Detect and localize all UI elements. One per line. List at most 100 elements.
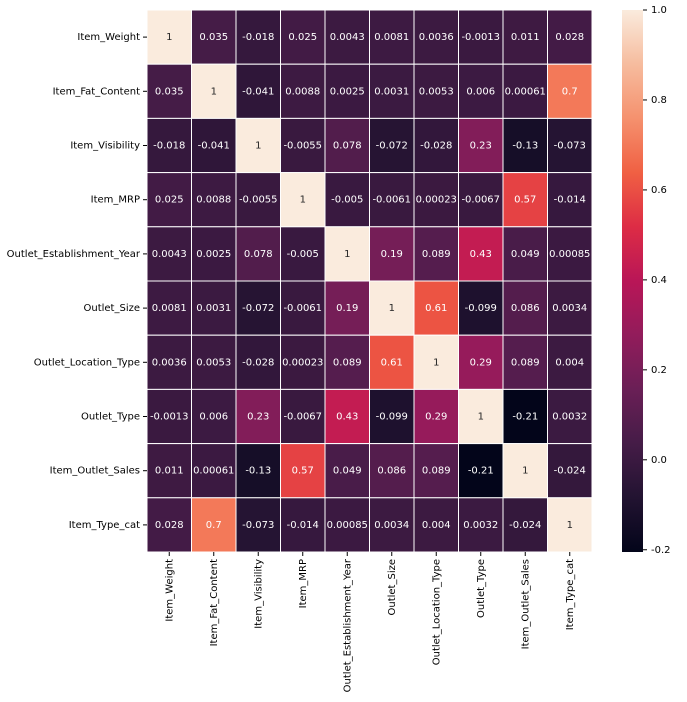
x-tick-label: Outlet_Size (387, 559, 398, 616)
cell-label: 0.035 (155, 86, 184, 97)
cell-label: -0.073 (554, 141, 586, 152)
heatmap-cell (191, 63, 237, 119)
cell-label: -0.21 (468, 466, 494, 477)
heatmap-cell (235, 388, 281, 445)
heatmap-cell (547, 226, 593, 282)
cell-label: 0.29 (470, 357, 492, 368)
cell-label: 1 (567, 520, 573, 531)
x-tick-label: Item_Weight (164, 559, 175, 622)
cell-label: 0.00023 (282, 357, 323, 368)
cell-label: 0.00085 (327, 520, 368, 531)
heatmap-cell (191, 226, 237, 282)
colorbar-tick-label: 0.4 (651, 275, 667, 286)
heatmap-cell (146, 117, 192, 174)
cell-label: 0.0034 (552, 303, 587, 314)
cell-label: 0.025 (155, 195, 184, 206)
heatmap-cell (502, 334, 548, 390)
heatmap-cell (413, 497, 459, 553)
cell-label: 0.0043 (330, 32, 365, 43)
heatmap-cell (280, 443, 326, 499)
heatmap-cell (458, 63, 504, 119)
cell-label: -0.21 (512, 412, 538, 423)
x-tick-label: Item_MRP (298, 559, 309, 608)
cell-label: -0.005 (331, 195, 363, 206)
heatmap-cell (235, 9, 281, 65)
cell-label: -0.014 (287, 520, 319, 531)
x-tick-label: Item_Visibility (253, 559, 264, 629)
heatmap-cell (458, 443, 504, 499)
colorbar-tick-label: 0.6 (651, 185, 667, 196)
cell-label: 0.086 (377, 466, 406, 477)
colorbar (622, 10, 643, 552)
cell-label: 0.43 (336, 412, 358, 423)
cell-label: 0.0036 (152, 357, 187, 368)
cell-label: 0.049 (511, 249, 540, 260)
cell-label: -0.0055 (283, 141, 322, 152)
cell-label: 1 (433, 357, 439, 368)
x-tick-label: Outlet_Type (476, 559, 487, 618)
heatmap-cell (502, 280, 548, 336)
cell-label: -0.0067 (461, 195, 500, 206)
heatmap-cell (547, 9, 593, 65)
y-tick-label: Item_Weight (77, 32, 140, 43)
cell-label: -0.0013 (150, 412, 189, 423)
cell-label: 0.43 (470, 249, 492, 260)
cell-label: 0.089 (422, 466, 451, 477)
heatmap-cell (369, 63, 415, 119)
heatmap-cell (280, 334, 326, 390)
heatmap-cell (235, 117, 281, 174)
cell-label: 0.19 (381, 249, 403, 260)
cell-label: 1 (389, 303, 395, 314)
cell-label: 0.00085 (549, 249, 590, 260)
cell-label: -0.024 (509, 520, 541, 531)
heatmap-cell (502, 388, 548, 445)
heatmap-cell (324, 497, 370, 553)
heatmap-cell (502, 172, 548, 228)
x-tick-label: Item_Fat_Content (209, 559, 220, 646)
heatmap-cell (324, 226, 370, 282)
cell-label: -0.041 (242, 86, 274, 97)
cell-label: 0.7 (562, 86, 578, 97)
y-tick-label: Outlet_Size (83, 303, 140, 314)
heatmap-cell (502, 497, 548, 553)
cell-label: 0.078 (244, 249, 273, 260)
heatmap-cell (413, 226, 459, 282)
heatmap-cell (547, 117, 593, 174)
heatmap-cell (235, 280, 281, 336)
heatmap-cell (369, 226, 415, 282)
cell-label: -0.099 (465, 303, 497, 314)
y-tick-label: Outlet_Establishment_Year (7, 249, 141, 260)
heatmap-cell (413, 443, 459, 499)
heatmap-cell (502, 226, 548, 282)
cell-label: 0.089 (511, 357, 540, 368)
cell-label: -0.072 (242, 303, 274, 314)
cell-label: 0.004 (555, 357, 584, 368)
cell-label: 0.025 (288, 32, 317, 43)
cell-label: 0.0081 (152, 303, 187, 314)
cell-label: -0.0061 (372, 195, 411, 206)
y-tick-label: Item_Outlet_Sales (50, 466, 140, 477)
cell-label: 0.0031 (374, 86, 409, 97)
heatmap-cell (369, 172, 415, 228)
cell-label: 0.049 (333, 466, 362, 477)
heatmap-cell (191, 388, 237, 445)
cell-label: 0.61 (425, 303, 447, 314)
cell-label: 1 (522, 466, 528, 477)
heatmap-cell (458, 226, 504, 282)
cell-label: 1 (300, 195, 306, 206)
cell-label: -0.018 (153, 141, 185, 152)
y-tick-label: Item_Visibility (70, 141, 140, 152)
cell-label: -0.024 (554, 466, 586, 477)
cell-label: -0.0055 (239, 195, 278, 206)
cell-label: -0.005 (287, 249, 319, 260)
cell-label: -0.073 (242, 520, 274, 531)
cell-label: -0.0067 (283, 412, 322, 423)
x-tick-label: Item_Outlet_Sales (520, 559, 531, 649)
colorbar-tick-label: -0.2 (651, 545, 671, 556)
cell-label: 0.0053 (196, 357, 231, 368)
cell-label: 0.0053 (419, 86, 454, 97)
cell-label: 0.0081 (374, 32, 409, 43)
cell-label: 1 (478, 412, 484, 423)
